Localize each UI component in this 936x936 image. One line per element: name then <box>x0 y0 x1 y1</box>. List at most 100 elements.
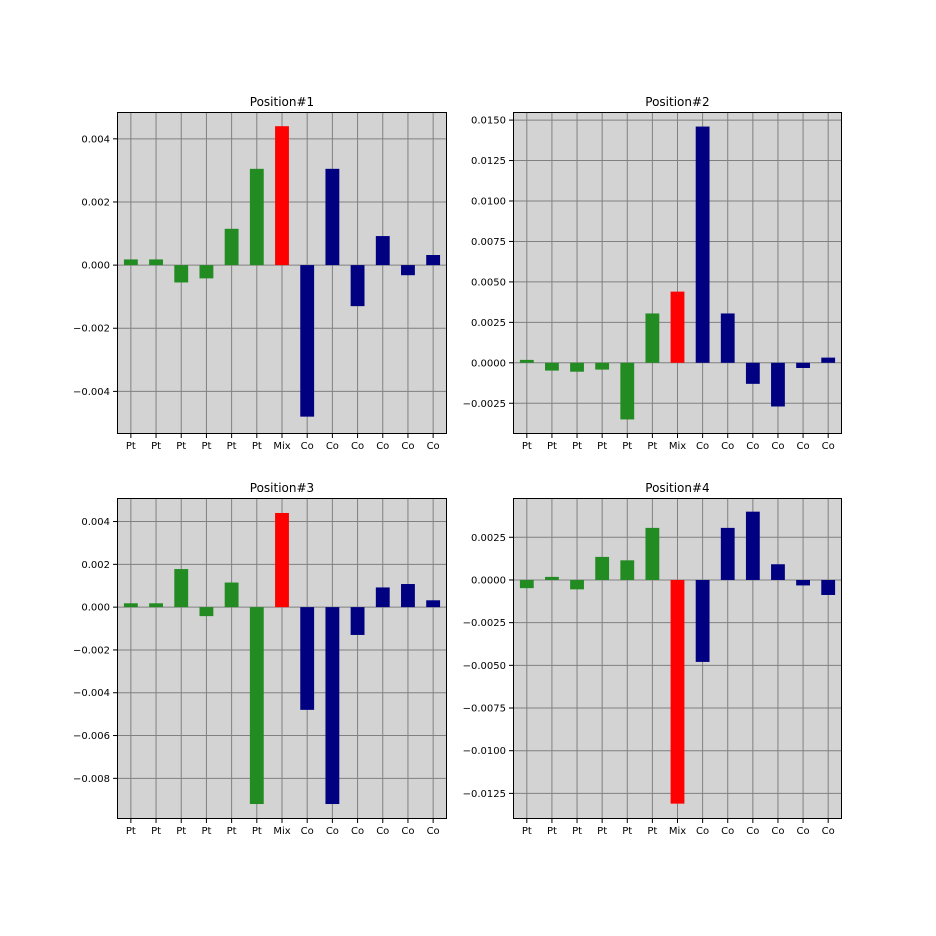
x-tick-label: Pt <box>522 826 532 837</box>
x-tick-label: Co <box>822 441 835 452</box>
y-tick-label: 0.002 <box>81 197 110 208</box>
bar-pt-4 <box>595 362 610 370</box>
bar-co-8 <box>300 607 315 710</box>
bar-pt-6 <box>645 527 660 580</box>
y-tick-label: −0.0025 <box>463 399 506 410</box>
bar-co-11 <box>375 236 390 266</box>
x-tick-label: Mix <box>669 826 686 837</box>
x-tick-label: Mix <box>273 826 290 837</box>
x-tick-label: Pt <box>572 441 582 452</box>
y-tick-label: −0.0075 <box>463 704 506 715</box>
bar-co-8 <box>695 579 710 662</box>
x-tick-label: Pt <box>522 441 532 452</box>
x-tick-label: Pt <box>126 441 136 452</box>
y-tick-label: −0.004 <box>73 387 110 398</box>
bar-pt-6 <box>249 168 264 266</box>
x-tick-label: Mix <box>273 441 290 452</box>
x-tick-label: Co <box>427 826 440 837</box>
bar-co-8 <box>300 265 315 417</box>
x-tick-label: Co <box>721 441 734 452</box>
x-tick-label: Pt <box>126 826 136 837</box>
bar-co-9 <box>325 168 340 266</box>
y-tick-label: −0.0125 <box>463 789 506 800</box>
x-tick-label: Pt <box>227 826 237 837</box>
x-tick-label: Pt <box>151 826 161 837</box>
x-tick-label: Co <box>326 441 339 452</box>
x-tick-label: Co <box>721 826 734 837</box>
y-tick-label: −0.008 <box>73 774 110 785</box>
x-tick-label: Co <box>746 441 759 452</box>
bar-pt-6 <box>645 313 660 363</box>
subplot-title: Position#4 <box>645 481 709 495</box>
bar-co-11 <box>771 564 785 580</box>
x-tick-label: Co <box>326 826 339 837</box>
y-tick-label: 0.0025 <box>471 533 506 544</box>
bar-mix-7 <box>275 512 289 608</box>
bar-pt-1 <box>123 259 138 266</box>
x-tick-label: Pt <box>647 826 657 837</box>
y-tick-label: 0.000 <box>81 261 110 272</box>
y-tick-label: 0.0000 <box>471 358 506 369</box>
x-tick-label: Pt <box>547 826 557 837</box>
x-tick-label: Pt <box>547 441 557 452</box>
bar-co-13 <box>821 579 836 595</box>
y-tick-label: 0.000 <box>81 603 110 614</box>
bar-co-12 <box>796 362 810 368</box>
y-tick-label: −0.0100 <box>463 746 506 757</box>
y-tick-label: −0.0050 <box>463 661 506 672</box>
x-tick-label: Pt <box>176 441 186 452</box>
axes-frame <box>513 498 842 819</box>
y-tick-label: −0.002 <box>73 324 110 335</box>
bar-co-10 <box>745 362 760 384</box>
x-tick-label: Pt <box>176 826 186 837</box>
x-tick-label: Pt <box>151 441 161 452</box>
bar-pt-2 <box>149 603 163 608</box>
y-tick-label: −0.004 <box>73 688 110 699</box>
bar-pt-4 <box>199 265 214 279</box>
bar-co-10 <box>350 607 365 635</box>
x-tick-label: Co <box>401 826 414 837</box>
x-tick-label: Co <box>301 826 314 837</box>
y-tick-label: 0.0100 <box>471 196 506 207</box>
x-tick-label: Pt <box>201 826 211 837</box>
x-tick-label: Pt <box>597 826 607 837</box>
y-tick-label: −0.006 <box>73 731 110 742</box>
x-tick-label: Co <box>351 441 364 452</box>
bar-co-13 <box>426 255 441 266</box>
bar-pt-4 <box>199 607 214 617</box>
x-tick-label: Pt <box>252 826 262 837</box>
x-tick-label: Co <box>797 441 810 452</box>
axes-frame <box>117 112 447 434</box>
subplot-title: Position#3 <box>250 481 314 495</box>
x-tick-label: Co <box>376 826 389 837</box>
bar-co-12 <box>796 579 810 586</box>
x-tick-label: Co <box>822 826 835 837</box>
x-tick-label: Pt <box>201 441 211 452</box>
y-tick-label: 0.0000 <box>471 575 506 586</box>
bar-pt-1 <box>123 603 138 608</box>
bar-co-13 <box>426 600 441 608</box>
bar-pt-5 <box>620 362 635 420</box>
bar-pt-5 <box>620 560 635 580</box>
subplot-title: Position#1 <box>250 95 314 109</box>
y-tick-label: 0.0025 <box>471 318 506 329</box>
x-tick-label: Pt <box>252 441 262 452</box>
bar-mix-7 <box>275 126 289 266</box>
bar-pt-1 <box>519 359 534 363</box>
y-tick-label: 0.002 <box>81 560 110 571</box>
x-tick-label: Co <box>376 441 389 452</box>
bar-co-9 <box>325 607 340 805</box>
bar-mix-7 <box>670 291 685 363</box>
bar-co-10 <box>745 511 760 580</box>
x-tick-label: Co <box>696 441 709 452</box>
bar-co-12 <box>401 265 415 276</box>
x-tick-label: Co <box>771 441 784 452</box>
y-tick-label: 0.0125 <box>471 156 506 167</box>
x-tick-label: Co <box>301 441 314 452</box>
bar-pt-3 <box>174 265 189 283</box>
bar-pt-3 <box>570 579 584 590</box>
y-tick-label: 0.0150 <box>471 116 506 127</box>
subplot-2: −0.0025 0.0000 0.0025 0.0050 0.0075 0.0100 0.0… <box>463 95 842 452</box>
bar-co-8 <box>695 126 710 363</box>
